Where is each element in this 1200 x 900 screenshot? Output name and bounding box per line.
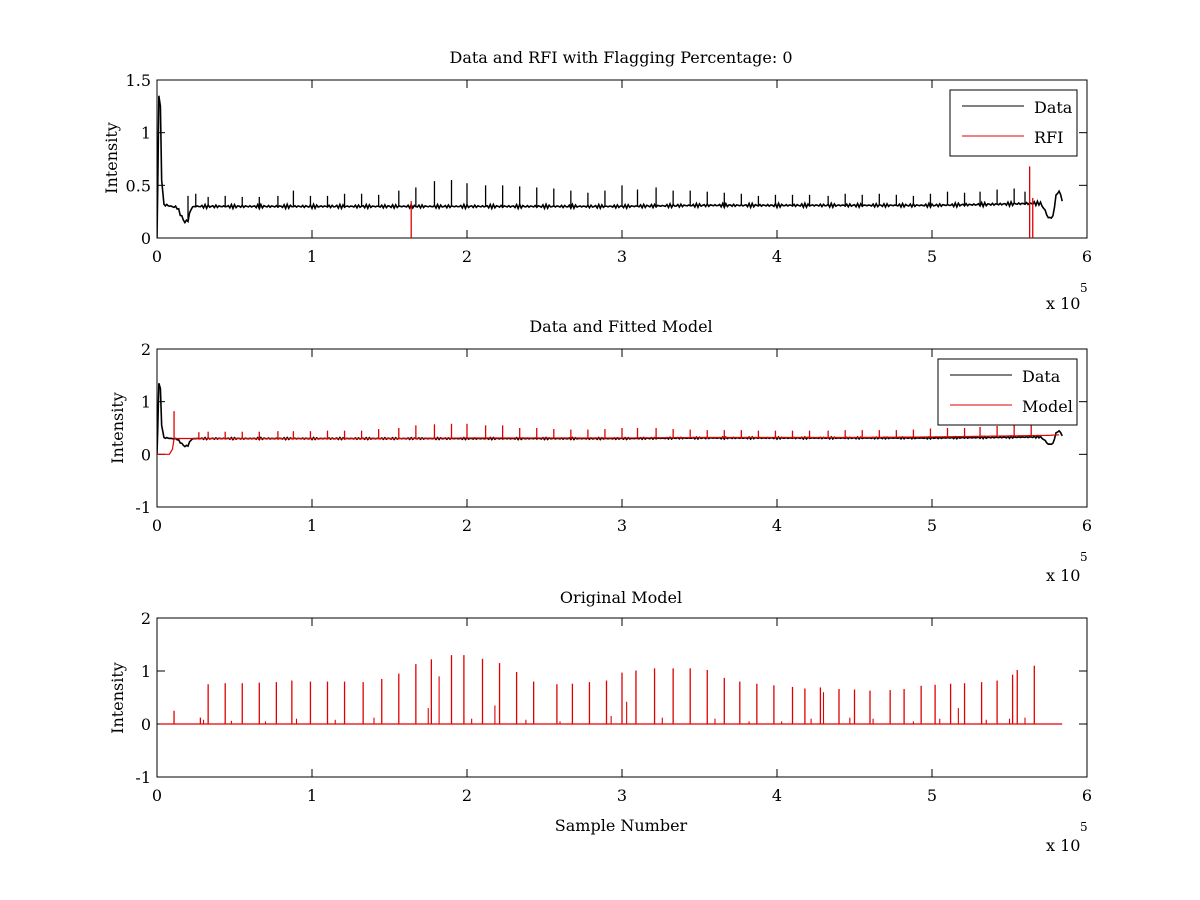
legend: Data RFI (949, 89, 1078, 157)
x-tick-label: 3 (617, 516, 627, 535)
x-tick-label: 3 (617, 786, 627, 805)
plot-area (160, 655, 1063, 725)
x-multiplier-exponent: 5 (1080, 820, 1088, 834)
subplot-data-model: Data and Fitted Model Intensity x 10 5 (108, 317, 1088, 585)
subplot-title: Original Model (560, 588, 682, 607)
x-multiplier-base: x 10 (1046, 294, 1080, 313)
y-axis-label: Intensity (102, 122, 121, 194)
y-axis-label: Intensity (108, 662, 127, 734)
x-tick-label: 0 (152, 516, 162, 535)
y-tick-label: 0 (141, 445, 151, 464)
x-tick-label: 2 (462, 247, 472, 266)
y-tick-label: 0 (141, 229, 151, 248)
legend-label: Data (1022, 367, 1061, 386)
x-tick-label: 5 (927, 786, 937, 805)
axes-1: 0 1 2 3 4 5 6 0 0.5 1 1.5 Data RFI (126, 71, 1093, 266)
x-tick-label: 1 (307, 516, 317, 535)
subplot-original-model: Original Model Intensity Sample Number x… (108, 588, 1088, 855)
x-multiplier-exponent: 5 (1080, 281, 1088, 295)
x-tick-label: 1 (307, 786, 317, 805)
legend-label: Data (1034, 98, 1073, 117)
axes-box (156, 79, 1088, 239)
subplot-title: Data and RFI with Flagging Percentage: 0 (449, 48, 792, 67)
x-multiplier-base: x 10 (1046, 566, 1080, 585)
x-tick-label: 0 (152, 247, 162, 266)
y-tick-label: -1 (135, 498, 151, 517)
x-tick-label: 6 (1082, 516, 1092, 535)
series-line (157, 95, 1063, 238)
legend-label: Model (1022, 397, 1073, 416)
subplot-data-rfi: Data and RFI with Flagging Percentage: 0… (102, 48, 1088, 313)
series-line (157, 434, 1060, 455)
x-tick-label: 5 (927, 516, 937, 535)
x-tick-label: 4 (772, 516, 782, 535)
x-tick-label: 1 (307, 247, 317, 266)
legend: Data Model (937, 358, 1078, 426)
x-tick-label: 6 (1082, 247, 1092, 266)
plot-area (157, 383, 1063, 455)
x-tick-label: 5 (927, 247, 937, 266)
x-tick-label: 3 (617, 247, 627, 266)
y-axis-label: Intensity (108, 392, 127, 464)
x-tick-label: 4 (772, 247, 782, 266)
y-tick-label: 1 (141, 124, 151, 143)
x-multiplier-exponent: 5 (1080, 550, 1088, 564)
legend-box (949, 89, 1078, 157)
subplot-title: Data and Fitted Model (529, 317, 712, 336)
x-tick-label: 4 (772, 786, 782, 805)
x-multiplier: x 10 (1046, 566, 1080, 585)
series-data (157, 95, 1063, 238)
x-tick-label: 6 (1082, 786, 1092, 805)
y-tick-label: 1 (141, 662, 151, 681)
x-multiplier-base: x 10 (1046, 836, 1080, 855)
y-tick-label: 0.5 (126, 176, 151, 195)
legend-box (937, 358, 1078, 426)
series-model (157, 411, 1060, 455)
y-tick-label: 0 (141, 715, 151, 734)
x-tick-label: 0 (152, 786, 162, 805)
series-model (160, 655, 1063, 725)
legend-label: RFI (1034, 128, 1063, 147)
x-tick-label: 2 (462, 786, 472, 805)
x-tick-label: 2 (462, 516, 472, 535)
x-multiplier: x 10 (1046, 294, 1080, 313)
x-axis-label: Sample Number (555, 816, 688, 835)
y-tick-label: 1.5 (126, 71, 151, 90)
y-tick-label: 1 (141, 393, 151, 412)
x-multiplier: x 10 (1046, 836, 1080, 855)
y-tick-label: 2 (141, 340, 151, 359)
series-rfi (410, 166, 1034, 238)
y-tick-label: 2 (141, 609, 151, 628)
plot-area (157, 95, 1063, 238)
y-tick-label: -1 (135, 768, 151, 787)
